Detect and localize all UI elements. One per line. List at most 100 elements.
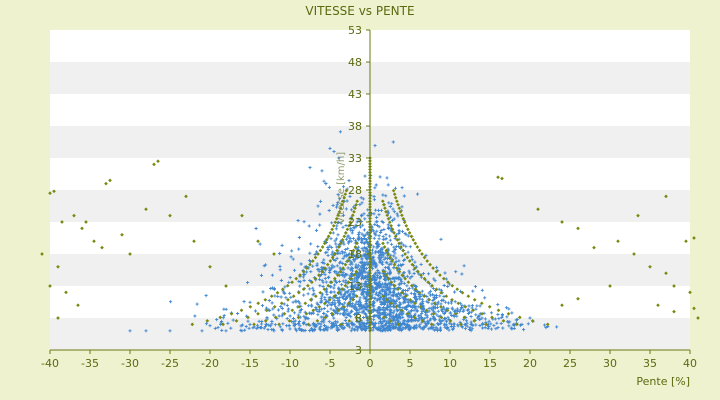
data-point: [291, 257, 295, 261]
x-tick-label: 15: [483, 357, 497, 370]
data-point: [303, 272, 307, 276]
data-point: [341, 270, 345, 274]
data-point: [400, 205, 404, 209]
data-point: [396, 291, 400, 295]
data-point: [372, 245, 376, 249]
data-point: [325, 299, 329, 304]
data-point: [336, 296, 340, 300]
data-point: [322, 306, 326, 311]
data-point: [297, 235, 301, 240]
data-point: [333, 258, 337, 263]
data-point: [379, 228, 383, 233]
data-point: [352, 225, 356, 229]
data-point: [468, 326, 472, 330]
data-point: [361, 265, 365, 269]
data-point: [376, 297, 380, 301]
data-point: [386, 271, 390, 275]
data-point: [382, 324, 386, 328]
data-point: [410, 258, 414, 262]
data-point: [402, 194, 406, 198]
data-point: [397, 275, 401, 279]
data-point: [392, 245, 396, 249]
data-point: [380, 246, 384, 250]
data-point: [262, 326, 266, 330]
data-point: [318, 212, 322, 216]
data-point: [359, 196, 363, 200]
data-point: [388, 234, 392, 238]
data-point: [259, 273, 264, 277]
data-point: [355, 279, 359, 283]
data-point: [365, 246, 369, 250]
data-point: [392, 309, 396, 313]
data-point: [374, 291, 379, 295]
data-point: [330, 246, 334, 250]
data-point: [361, 249, 365, 253]
data-point: [280, 306, 284, 311]
data-point: [371, 229, 375, 233]
data-point: [393, 279, 397, 283]
data-point: [362, 228, 366, 232]
data-point: [386, 226, 390, 231]
data-point: [381, 193, 385, 197]
x-tick-labels: -40 -35 -30 -25 -20 -15 -10 -5 0 5 10 15 20 25 30 35 40: [41, 350, 697, 370]
data-point: [327, 208, 331, 213]
data-point: [390, 242, 394, 246]
data-point: [381, 305, 386, 310]
data-point: [360, 269, 364, 273]
data-point: [371, 267, 375, 271]
data-point: [355, 288, 359, 292]
data-point: [330, 266, 334, 270]
data-point: [415, 309, 420, 313]
data-point: [323, 273, 327, 277]
data-point: [408, 276, 412, 280]
data-point: [397, 229, 401, 233]
data-point: [354, 224, 358, 228]
data-point: [360, 246, 364, 250]
data-point: [315, 250, 319, 254]
data-point: [334, 242, 338, 246]
data-point: [339, 221, 343, 225]
data-point: [302, 220, 306, 224]
data-point: [327, 320, 331, 324]
data-point: [391, 311, 395, 315]
data-point: [310, 304, 314, 308]
data-point: [341, 303, 345, 307]
data-point: [332, 316, 336, 320]
data-point: [377, 213, 381, 217]
data-point: [279, 278, 283, 282]
data-point: [392, 254, 396, 258]
data-point: [321, 284, 325, 289]
data-point: [354, 263, 358, 267]
data-point: [326, 253, 330, 257]
data-point: [388, 215, 393, 219]
data-point: [322, 261, 326, 265]
data-point: [355, 256, 359, 260]
x-tick-label: -10: [281, 357, 299, 370]
data-point: [397, 297, 401, 301]
data-point: [388, 290, 392, 294]
data-point: [323, 251, 327, 255]
data-point: [337, 279, 341, 283]
y-tick-label: 28: [348, 184, 362, 197]
data-point: [387, 201, 391, 205]
data-point: [297, 327, 301, 331]
data-point: [349, 268, 353, 272]
data-point: [331, 203, 335, 207]
data-point: [322, 258, 326, 262]
data-point: [317, 321, 321, 326]
data-point: [357, 217, 361, 221]
data-point: [280, 243, 284, 247]
data-point: [327, 275, 331, 279]
data-point: [322, 328, 326, 332]
data-point: [381, 297, 386, 301]
data-point: [411, 286, 415, 290]
data-point: [291, 316, 296, 321]
data-point: [354, 276, 358, 280]
data-point: [393, 186, 398, 190]
data-point: [401, 288, 405, 292]
data-point: [319, 199, 323, 203]
data-point: [356, 282, 360, 286]
data-point: [334, 237, 338, 241]
data-point: [404, 232, 408, 236]
